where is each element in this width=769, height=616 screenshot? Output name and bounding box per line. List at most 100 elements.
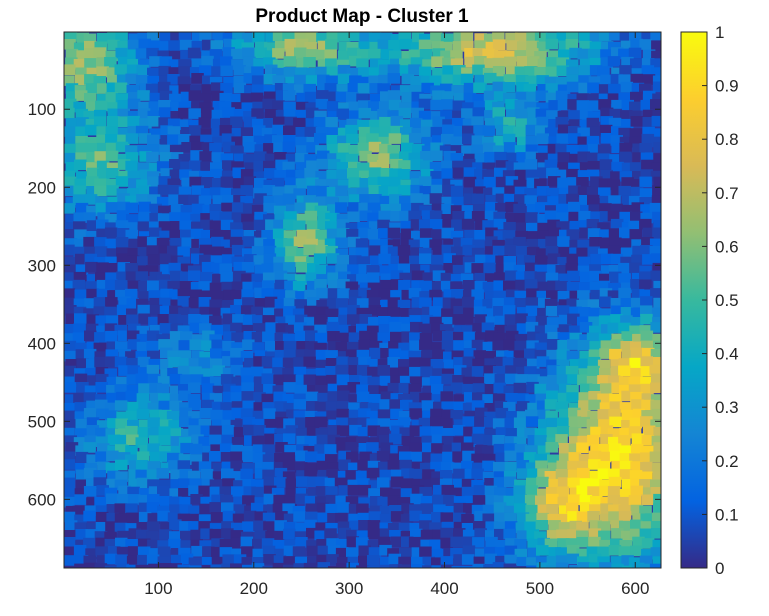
heatmap-cell — [621, 162, 635, 174]
heatmap-cell — [473, 521, 486, 532]
heatmap-cell — [367, 528, 381, 540]
heatmap-cell — [86, 151, 99, 163]
heatmap-cell — [211, 90, 224, 102]
heatmap-cell — [460, 73, 474, 85]
heatmap-cell — [620, 307, 634, 318]
heatmap-cell — [254, 530, 267, 541]
heatmap-cell — [275, 109, 289, 121]
heatmap-cell — [441, 168, 454, 179]
heatmap-cell — [201, 392, 215, 404]
heatmap-cell — [222, 32, 236, 44]
heatmap-cell — [556, 349, 569, 360]
heatmap-cell — [230, 460, 243, 471]
heatmap-cell — [567, 477, 580, 489]
heatmap-cell — [463, 392, 477, 403]
heatmap-cell — [555, 265, 568, 276]
heatmap-cell — [419, 520, 432, 531]
heatmap-cell — [608, 504, 621, 516]
heatmap-cell — [504, 450, 517, 462]
heatmap-cell — [568, 162, 581, 174]
heatmap-cell — [408, 308, 422, 319]
heatmap-cell — [641, 548, 654, 560]
heatmap-cell — [274, 152, 287, 163]
heatmap-cell — [589, 384, 602, 395]
heatmap-cell — [639, 555, 653, 567]
heatmap-cell — [75, 171, 89, 182]
heatmap-cell — [335, 512, 348, 524]
heatmap-cell — [565, 39, 579, 50]
heatmap-cell — [464, 340, 477, 351]
heatmap-cell — [94, 563, 108, 568]
heatmap-cell — [431, 548, 445, 560]
heatmap-cell — [513, 126, 526, 138]
heatmap-cell — [233, 153, 247, 165]
heatmap-cell — [473, 485, 486, 496]
heatmap-cell — [105, 256, 118, 268]
heatmap-cell — [429, 289, 442, 301]
heatmap-cell — [619, 453, 633, 464]
heatmap-cell — [105, 410, 118, 421]
heatmap-cell — [295, 67, 308, 78]
heatmap-cell — [516, 82, 529, 93]
heatmap-cell — [433, 504, 446, 515]
heatmap-cell — [262, 512, 276, 524]
heatmap-cell — [566, 66, 579, 78]
heatmap-cell — [64, 470, 75, 482]
heatmap-cell — [567, 494, 581, 505]
heatmap-cell — [84, 435, 97, 447]
heatmap-cell — [93, 297, 107, 308]
heatmap-cell — [513, 236, 526, 248]
heatmap-cell — [295, 136, 308, 148]
heatmap-cell — [316, 453, 329, 465]
heatmap-cell — [336, 356, 349, 368]
heatmap-cell — [586, 219, 600, 230]
heatmap-cell — [168, 59, 182, 70]
heatmap-cell — [326, 91, 339, 103]
heatmap-cell — [621, 409, 634, 421]
heatmap-cell — [505, 99, 518, 110]
heatmap-cell — [610, 218, 624, 230]
heatmap-cell — [421, 349, 434, 361]
heatmap-cell — [335, 332, 349, 344]
heatmap-cell — [211, 401, 225, 413]
heatmap-cell — [630, 38, 643, 50]
heatmap-cell — [422, 565, 435, 568]
heatmap-cell — [526, 557, 539, 568]
heatmap-cell — [450, 462, 464, 474]
heatmap-cell — [453, 32, 466, 43]
heatmap-cell — [128, 469, 141, 480]
heatmap-cell — [138, 400, 151, 412]
heatmap-cell — [306, 527, 319, 539]
heatmap-cell — [514, 169, 528, 181]
heatmap-cell — [230, 419, 244, 431]
heatmap-cell — [598, 84, 612, 95]
heatmap-cell — [640, 513, 653, 524]
heatmap-cell — [474, 153, 488, 164]
heatmap-cell — [127, 365, 140, 376]
heatmap-cell — [408, 152, 421, 164]
heatmap-cell — [378, 153, 391, 164]
heatmap-cell — [621, 350, 635, 361]
heatmap-cell — [357, 119, 370, 131]
heatmap-cell — [284, 444, 297, 456]
heatmap-cell — [64, 419, 76, 430]
heatmap-cell — [64, 143, 77, 155]
heatmap-cell — [315, 359, 329, 371]
heatmap-cell — [535, 520, 549, 531]
heatmap-cell — [314, 196, 327, 207]
heatmap-cell — [452, 478, 466, 490]
heatmap-cell — [292, 505, 306, 517]
heatmap-cell — [649, 563, 661, 568]
heatmap-cell — [106, 392, 119, 404]
heatmap-cell — [440, 280, 454, 292]
heatmap-cell — [345, 496, 359, 507]
heatmap-cell — [429, 522, 442, 533]
heatmap-cell — [579, 478, 593, 489]
heatmap-cell — [450, 136, 464, 147]
heatmap-cell — [555, 116, 568, 128]
heatmap-cell — [598, 99, 611, 110]
heatmap-cell — [73, 544, 87, 556]
heatmap-cell — [136, 298, 149, 310]
heatmap-cell — [210, 324, 224, 336]
heatmap-cell — [338, 485, 351, 496]
